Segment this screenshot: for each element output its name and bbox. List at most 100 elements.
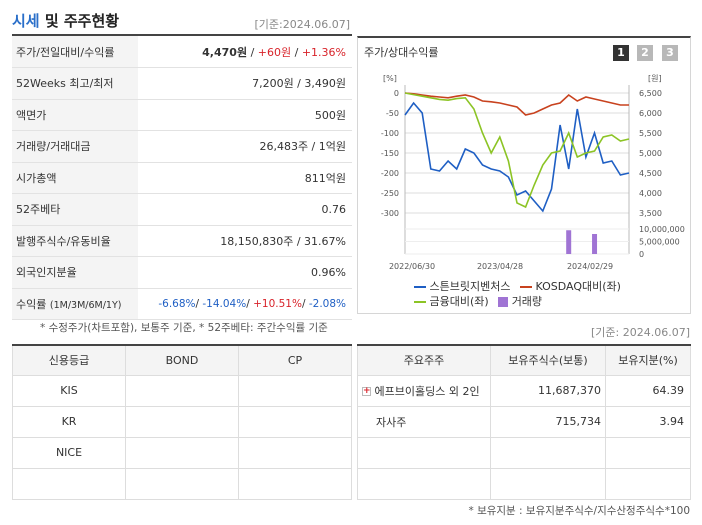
left-axis-unit: [%]: [383, 74, 397, 83]
row-label: 발행주식수/유동비율: [12, 225, 138, 257]
table-row: 자사주 715,734 3.94: [357, 405, 691, 438]
legend-swatch: [414, 286, 426, 288]
expand-icon[interactable]: +: [362, 386, 371, 396]
return-6m: +10.51%: [253, 297, 302, 310]
table-row: 거래량/거래대금 26,483주 / 1억원: [12, 130, 352, 163]
holders-footnote: * 보유지분 : 보유지분주식수/지수산정주식수*100: [468, 505, 690, 517]
table-row: [357, 467, 691, 500]
info-footnote: * 수정주가(차트포함), 보통주 기준, * 52주베타: 주간수익률 기준: [40, 322, 328, 334]
credit-rating-table: 신용등급 BOND CP KIS KR NICE: [12, 344, 352, 500]
row-label: 외국인지분율: [12, 256, 138, 289]
holders-as-of-date: [기준: 2024.06.07]: [590, 326, 690, 339]
column-header: 보유주식수(보통): [490, 344, 606, 376]
volume-tick-label: 10,000,000: [639, 225, 685, 234]
right-axis-unit: [원]: [648, 74, 662, 83]
chart-page-2-button[interactable]: 2: [637, 45, 653, 61]
table-row: 액면가 500원: [12, 99, 352, 131]
right-tick-label: 3,500: [639, 209, 662, 218]
return-3m: -14.04%: [202, 297, 247, 310]
table-row: 52주베타 0.76: [12, 193, 352, 226]
legend-item: 금융대비(좌): [414, 295, 489, 308]
series-line-0: [404, 101, 630, 213]
row-label: 액면가: [12, 99, 138, 131]
return-value: +1.36%: [301, 45, 346, 59]
left-tick-label: -200: [381, 169, 399, 178]
holder-name: 에프브이홀딩스 외 2인: [374, 384, 480, 398]
column-header: BOND: [125, 344, 239, 376]
return-1y: -2.08%: [308, 297, 346, 310]
legend-item: KOSDAQ대비(좌): [519, 280, 621, 293]
row-label: 거래량/거래대금: [12, 130, 138, 163]
chart-page-1-button[interactable]: 1: [613, 45, 629, 61]
row-value: 18,150,830주 / 31.67%: [138, 225, 352, 257]
row-value: 0.96%: [138, 256, 352, 289]
table-row: 52Weeks 최고/최저 7,200원 / 3,490원: [12, 67, 352, 100]
as-of-date: [기준:2024.06.07]: [254, 18, 350, 31]
row-label: 수익률: [16, 297, 47, 311]
left-tick-label: -100: [381, 129, 399, 138]
column-header: 주요주주: [357, 344, 491, 376]
series-line-1: [404, 92, 629, 116]
left-tick-label: -150: [381, 149, 399, 158]
series-line-2: [404, 92, 630, 209]
left-tick-label: -300: [381, 209, 399, 218]
table-row: 발행주식수/유동비율 18,150,830주 / 31.67%: [12, 225, 352, 257]
holder-shares: 11,687,370: [490, 374, 606, 407]
column-header: 신용등급: [12, 344, 126, 376]
holder-percent: 3.94: [605, 405, 691, 438]
row-value: 0.76: [138, 193, 352, 226]
left-tick-label: -250: [381, 189, 399, 198]
table-row: [357, 436, 691, 469]
x-tick-label: 2024/02/29: [567, 262, 613, 271]
major-shareholders-table: 주요주주 보유주식수(보통) 보유지분(%) + 에프브이홀딩스 외 2인 11…: [357, 344, 691, 500]
legend-swatch: [519, 286, 532, 288]
chart-title: 주가/상대수익률: [364, 46, 439, 59]
table-row: 주가/전일대비/수익률 4,470원 / +60원 / +1.36%: [12, 36, 352, 68]
row-label: 주가/전일대비/수익률: [12, 36, 138, 68]
legend-item: 스튼브릿지벤처스: [414, 280, 510, 293]
table-row: 시가총액 811억원: [12, 162, 352, 194]
right-tick-label: 4,000: [639, 189, 662, 198]
right-tick-label: 6,000: [639, 109, 662, 118]
column-header: CP: [238, 344, 352, 376]
return-1m: -6.68%: [158, 297, 196, 310]
row-label: 시가총액: [12, 162, 138, 194]
table-row: NICE: [12, 436, 352, 469]
holder-percent: 64.39: [605, 374, 691, 407]
legend-item: 거래량: [498, 295, 542, 308]
row-label-sub: (1M/3M/6M/1Y): [49, 299, 122, 311]
relative-return-chart: [%] [원] 0 -50 -100 -150 -200 -250 -300 6,500 6,000…: [381, 74, 685, 271]
row-value: 26,483주 / 1억원: [138, 130, 352, 163]
holder-shares: 715,734: [490, 405, 606, 438]
table-row: 수익률 (1M/3M/6M/1Y) -6.68%/ -14.04%/ +10.5…: [12, 288, 352, 320]
column-header: 보유지분(%): [605, 344, 691, 376]
left-tick-label: -50: [386, 109, 399, 118]
table-row: 외국인지분율 0.96%: [12, 256, 352, 289]
row-value: 7,200원 / 3,490원: [138, 67, 352, 100]
volume-bar: [592, 234, 598, 254]
left-tick-label: 0: [394, 89, 399, 98]
holder-name: 자사주: [357, 405, 491, 438]
table-row: [12, 467, 352, 500]
page-title: 시세 및 주주현황: [12, 12, 120, 30]
volume-tick-label: 5,000,000: [639, 238, 680, 247]
right-tick-label: 5,000: [639, 149, 662, 158]
right-tick-label: 5,500: [639, 129, 662, 138]
volume-bar: [566, 230, 572, 254]
chart-panel: [357, 36, 691, 314]
chart-legend: 스튼브릿지벤처스 KOSDAQ대비(좌) 금융대비(좌) 거래량: [414, 278, 684, 308]
legend-swatch: [498, 297, 509, 307]
row-value: 811억원: [138, 162, 352, 194]
row-label: 52Weeks 최고/최저: [12, 67, 138, 100]
table-row: KIS: [12, 374, 352, 407]
right-tick-label: 4,500: [639, 169, 662, 178]
price-value: 4,470원: [202, 45, 248, 59]
price-info-table: 주가/전일대비/수익률 4,470원 / +60원 / +1.36% 52Wee…: [12, 36, 352, 320]
divider: [12, 34, 352, 36]
chart-page-3-button[interactable]: 3: [662, 45, 678, 61]
legend-swatch: [414, 301, 426, 303]
table-row: KR: [12, 405, 352, 438]
change-value: +60원: [257, 45, 292, 59]
table-row[interactable]: + 에프브이홀딩스 외 2인 11,687,370 64.39: [357, 374, 691, 407]
x-tick-label: 2023/04/28: [477, 262, 523, 271]
